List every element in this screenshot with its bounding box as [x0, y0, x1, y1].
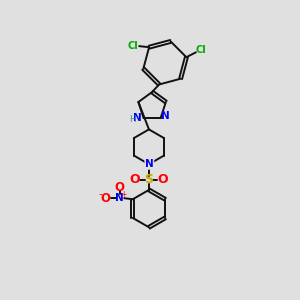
Text: Cl: Cl [196, 45, 207, 55]
Text: N: N [133, 113, 142, 123]
Text: O: O [115, 181, 124, 194]
Text: S: S [144, 173, 153, 186]
Text: N: N [161, 112, 170, 122]
Text: Cl: Cl [128, 41, 139, 51]
Text: H: H [129, 116, 136, 124]
Text: O: O [158, 173, 169, 186]
Text: -: - [99, 189, 102, 199]
Text: O: O [100, 192, 110, 205]
Text: N: N [145, 159, 154, 169]
Text: O: O [129, 173, 140, 186]
Text: N: N [115, 193, 124, 203]
Text: +: + [120, 190, 127, 199]
